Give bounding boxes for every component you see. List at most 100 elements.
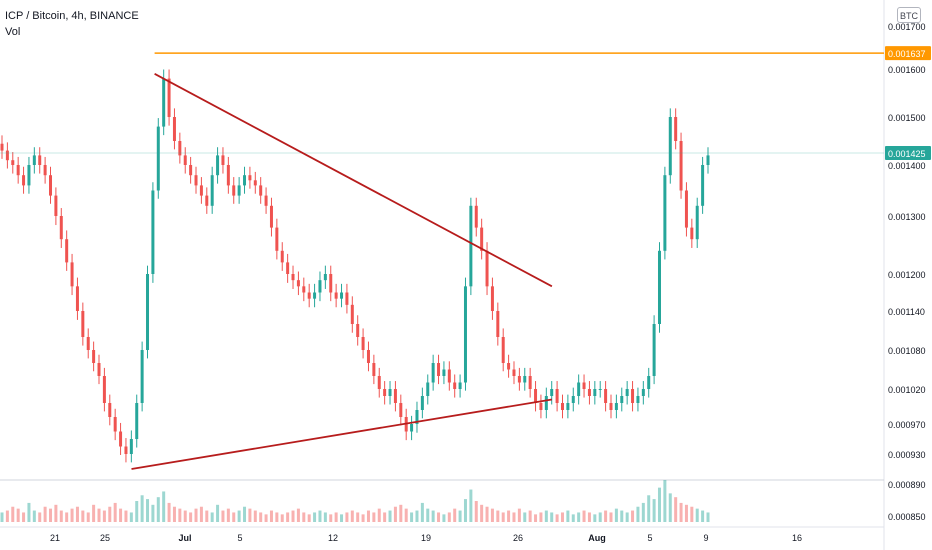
candle-body bbox=[582, 382, 586, 389]
volume-bar bbox=[604, 510, 608, 522]
candle-body bbox=[172, 117, 176, 141]
candle-body bbox=[162, 78, 166, 127]
candle-body bbox=[199, 185, 203, 196]
volume-bar bbox=[113, 502, 117, 522]
price-label-text: 0.001425 bbox=[888, 149, 926, 159]
volume-bar bbox=[307, 514, 311, 522]
candle-body bbox=[54, 195, 58, 216]
volume-bar bbox=[528, 510, 532, 522]
candle-body bbox=[232, 185, 236, 196]
price-tick-label: 0.001400 bbox=[888, 161, 926, 171]
candle-body bbox=[631, 389, 635, 403]
candle-body bbox=[264, 195, 268, 206]
candle-body bbox=[571, 396, 575, 403]
time-tick-label: 26 bbox=[513, 533, 523, 543]
volume-bar bbox=[566, 510, 570, 522]
candle-body bbox=[43, 165, 47, 176]
price-label-box bbox=[885, 46, 931, 61]
price-tick-label: 0.001020 bbox=[888, 385, 926, 395]
volume-bar bbox=[296, 508, 300, 522]
candle-body bbox=[614, 403, 618, 410]
candle-body bbox=[388, 389, 392, 396]
time-tick-label: 9 bbox=[703, 533, 708, 543]
volume-bar bbox=[555, 514, 559, 522]
volume-bar bbox=[690, 506, 694, 522]
candle-body bbox=[566, 403, 570, 410]
volume-bar bbox=[269, 510, 273, 522]
candle-body bbox=[555, 389, 559, 403]
volume-bar bbox=[550, 512, 554, 522]
candle-body bbox=[323, 274, 327, 281]
volume-bar bbox=[27, 502, 31, 522]
volume-bar bbox=[237, 510, 241, 522]
volume-bar bbox=[447, 512, 451, 522]
candle-body bbox=[490, 286, 494, 311]
candle-body bbox=[507, 363, 511, 370]
candle-body bbox=[5, 150, 9, 161]
candle-body bbox=[517, 376, 521, 383]
volume-bar bbox=[684, 504, 688, 522]
volume-bar bbox=[701, 510, 705, 522]
volume-bar bbox=[560, 512, 564, 522]
candle-body bbox=[684, 190, 688, 228]
volume-bar bbox=[361, 514, 365, 522]
candle-body bbox=[27, 165, 31, 186]
candle-body bbox=[92, 350, 96, 363]
candle-body bbox=[302, 286, 306, 293]
volume-bar bbox=[706, 512, 710, 522]
candle-body bbox=[534, 389, 538, 403]
volume-bar bbox=[582, 510, 586, 522]
volume-bar bbox=[189, 512, 193, 522]
volume-bar bbox=[243, 506, 247, 522]
candle-body bbox=[59, 216, 63, 240]
volume-bar bbox=[512, 512, 516, 522]
candle-body bbox=[216, 155, 220, 176]
volume-bar bbox=[614, 508, 618, 522]
price-tick-label: 0.001500 bbox=[888, 113, 926, 123]
candle-body bbox=[205, 195, 209, 206]
candle-body bbox=[340, 292, 344, 299]
candle-body bbox=[345, 292, 349, 305]
volume-bar bbox=[539, 512, 543, 522]
volume-bar bbox=[334, 512, 338, 522]
volume-bar bbox=[652, 499, 656, 522]
candle-body bbox=[361, 337, 365, 350]
candle-body bbox=[377, 376, 381, 389]
candle-body bbox=[663, 175, 667, 251]
time-tick-label: Jul bbox=[178, 533, 191, 543]
candle-body bbox=[221, 155, 225, 165]
candle-body bbox=[399, 403, 403, 417]
volume-bar bbox=[248, 508, 252, 522]
volume-bar bbox=[0, 512, 4, 522]
volume-bar bbox=[194, 508, 198, 522]
chart-title: ICP / Bitcoin, 4h, BINANCE bbox=[5, 10, 139, 22]
candle-body bbox=[679, 141, 683, 191]
candle-body bbox=[253, 180, 257, 186]
candle-body bbox=[65, 239, 69, 263]
time-tick-label: 21 bbox=[50, 533, 60, 543]
volume-bar bbox=[178, 508, 182, 522]
volume-bar bbox=[232, 512, 236, 522]
volume-bar bbox=[388, 510, 392, 522]
candle-body bbox=[636, 396, 640, 403]
volume-bar bbox=[135, 501, 139, 522]
volume-bar bbox=[302, 512, 306, 522]
candle-body bbox=[280, 250, 284, 263]
currency-button[interactable]: BTC bbox=[897, 7, 921, 23]
candle-body bbox=[690, 227, 694, 240]
volume-bar bbox=[496, 510, 500, 522]
candle-body bbox=[652, 324, 656, 376]
volume-bar bbox=[183, 510, 187, 522]
candle-body bbox=[356, 324, 360, 337]
candle-body bbox=[604, 389, 608, 403]
candle-body bbox=[501, 337, 505, 363]
candle-body bbox=[226, 165, 230, 186]
volume-bar bbox=[356, 512, 360, 522]
volume-bar bbox=[625, 512, 629, 522]
candle-body bbox=[587, 389, 591, 396]
volume-bar bbox=[474, 501, 478, 522]
candle-body bbox=[598, 389, 602, 390]
candle-body bbox=[426, 382, 430, 396]
time-tick-label: 5 bbox=[647, 533, 652, 543]
